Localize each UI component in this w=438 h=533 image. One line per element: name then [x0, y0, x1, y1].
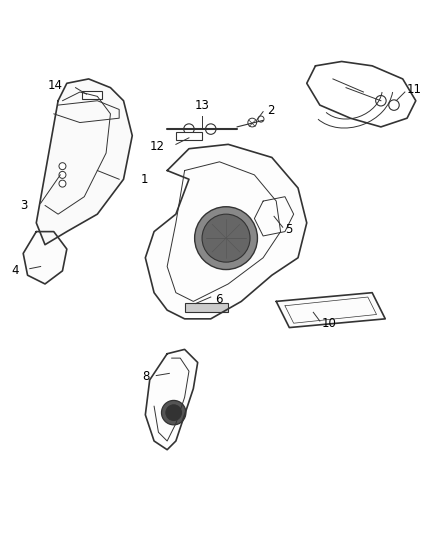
Circle shape [247, 118, 256, 127]
Text: 14: 14 [47, 79, 62, 92]
Circle shape [166, 405, 181, 421]
Text: 12: 12 [150, 140, 165, 153]
Text: 11: 11 [406, 83, 421, 96]
Circle shape [257, 116, 263, 122]
Text: 1: 1 [141, 173, 148, 186]
Polygon shape [36, 79, 132, 245]
Circle shape [59, 180, 66, 187]
Text: 2: 2 [267, 104, 274, 117]
Bar [184, 303, 228, 312]
Polygon shape [276, 293, 385, 328]
Circle shape [388, 100, 398, 110]
Circle shape [205, 124, 215, 134]
Text: 5: 5 [284, 223, 292, 236]
Circle shape [161, 400, 185, 425]
Circle shape [201, 214, 250, 262]
Polygon shape [145, 350, 197, 450]
Circle shape [59, 163, 66, 169]
Circle shape [184, 124, 194, 134]
Circle shape [59, 172, 66, 179]
Text: 8: 8 [142, 370, 149, 383]
Polygon shape [23, 232, 67, 284]
Text: 3: 3 [20, 199, 28, 212]
Text: 13: 13 [194, 99, 209, 111]
Polygon shape [145, 144, 306, 319]
Circle shape [375, 95, 385, 106]
Bar [176, 132, 201, 140]
Text: 6: 6 [215, 293, 222, 306]
Text: 10: 10 [321, 317, 336, 330]
Circle shape [194, 207, 257, 270]
Text: 4: 4 [11, 264, 19, 277]
FancyBboxPatch shape [82, 91, 102, 99]
